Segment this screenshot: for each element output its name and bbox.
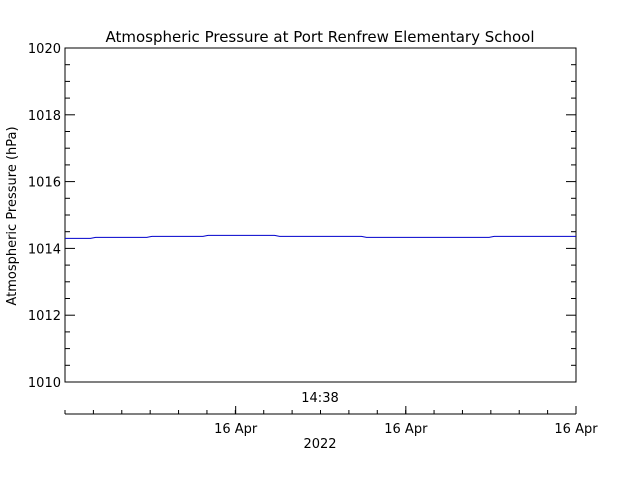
pressure-series-line [65, 234, 576, 239]
time-label: 14:38 [301, 391, 338, 406]
y-axis-label: Atmospheric Pressure (hPa) [5, 126, 20, 305]
x-tick-label: 16 Apr [384, 422, 428, 437]
y-tick-label: 1020 [28, 42, 61, 57]
y-tick-label: 1010 [28, 376, 61, 391]
x-tick-label: 16 Apr [214, 422, 258, 437]
y-tick-label: 1018 [28, 109, 61, 124]
x-axis-label: 2022 [303, 437, 336, 452]
y-tick-label: 1016 [28, 176, 61, 191]
y-tick-label: 1014 [28, 242, 61, 257]
plot-frame [64, 47, 577, 383]
x-tick-label: 16 Apr [554, 422, 598, 437]
y-tick-label: 1012 [28, 309, 61, 324]
chart-title: Atmospheric Pressure at Port Renfrew Ele… [105, 28, 534, 46]
